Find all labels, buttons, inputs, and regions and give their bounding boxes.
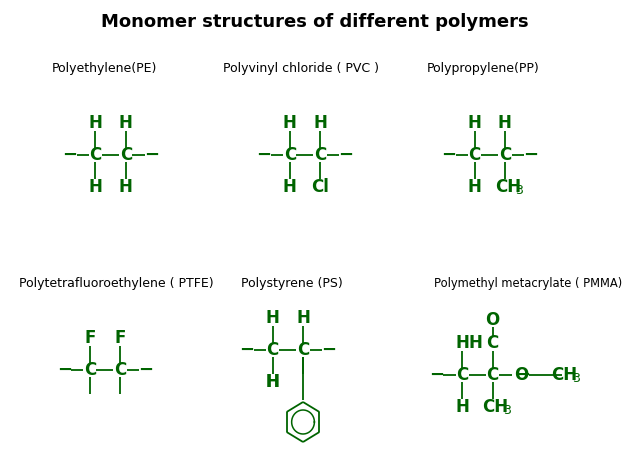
Text: −: − bbox=[321, 341, 336, 359]
Text: CH: CH bbox=[551, 366, 577, 384]
Text: −: − bbox=[441, 146, 457, 164]
Text: 3: 3 bbox=[503, 404, 511, 416]
Text: C: C bbox=[486, 366, 499, 384]
Text: H: H bbox=[468, 334, 482, 352]
Text: −: − bbox=[138, 361, 153, 379]
Text: C: C bbox=[120, 146, 132, 164]
Text: O: O bbox=[514, 366, 528, 384]
Text: H: H bbox=[283, 178, 297, 196]
Text: H: H bbox=[89, 114, 103, 132]
Text: F: F bbox=[84, 329, 96, 347]
Text: C: C bbox=[314, 146, 326, 164]
Text: H: H bbox=[266, 309, 279, 327]
Text: −: − bbox=[63, 146, 77, 164]
Text: CH: CH bbox=[482, 398, 508, 416]
Text: C: C bbox=[468, 146, 480, 164]
Text: Cl: Cl bbox=[311, 178, 329, 196]
Text: Polymethyl metacrylate ( PMMA): Polymethyl metacrylate ( PMMA) bbox=[433, 276, 622, 290]
Text: −: − bbox=[256, 146, 272, 164]
Text: C: C bbox=[114, 361, 126, 379]
Text: H: H bbox=[119, 114, 133, 132]
Text: CH: CH bbox=[494, 178, 521, 196]
Text: Polyethylene(PE): Polyethylene(PE) bbox=[51, 62, 157, 75]
Text: 3: 3 bbox=[572, 371, 580, 384]
Text: C: C bbox=[486, 334, 499, 352]
Text: F: F bbox=[114, 329, 126, 347]
Text: −: − bbox=[239, 341, 255, 359]
Text: Polytetrafluoroethylene ( PTFE): Polytetrafluoroethylene ( PTFE) bbox=[19, 276, 214, 290]
Text: C: C bbox=[284, 146, 296, 164]
Text: C: C bbox=[84, 361, 96, 379]
Text: C: C bbox=[267, 341, 279, 359]
Text: O: O bbox=[486, 311, 500, 329]
Text: −: − bbox=[338, 146, 353, 164]
Text: −: − bbox=[57, 361, 71, 379]
Text: C: C bbox=[499, 146, 511, 164]
Text: H: H bbox=[456, 334, 469, 352]
Text: C: C bbox=[297, 341, 309, 359]
Text: C: C bbox=[456, 366, 468, 384]
Text: −: − bbox=[516, 366, 530, 384]
Text: C: C bbox=[89, 146, 101, 164]
Text: H: H bbox=[266, 373, 279, 391]
Text: −: − bbox=[144, 146, 159, 164]
Text: Polypropylene(PP): Polypropylene(PP) bbox=[427, 62, 540, 75]
Text: Polyvinyl chloride ( PVC ): Polyvinyl chloride ( PVC ) bbox=[223, 62, 379, 75]
Text: H: H bbox=[498, 114, 512, 132]
Text: H: H bbox=[283, 114, 297, 132]
Text: H: H bbox=[313, 114, 327, 132]
Text: H: H bbox=[296, 309, 310, 327]
Text: −: − bbox=[523, 146, 538, 164]
Text: −: − bbox=[429, 366, 444, 384]
Text: Monomer structures of different polymers: Monomer structures of different polymers bbox=[101, 13, 528, 31]
Text: H: H bbox=[468, 178, 482, 196]
Text: H: H bbox=[266, 373, 279, 391]
Text: Polystyrene (PS): Polystyrene (PS) bbox=[241, 276, 343, 290]
Text: H: H bbox=[119, 178, 133, 196]
Text: H: H bbox=[89, 178, 103, 196]
Text: H: H bbox=[456, 398, 469, 416]
Text: H: H bbox=[468, 114, 482, 132]
Text: 3: 3 bbox=[515, 183, 523, 196]
